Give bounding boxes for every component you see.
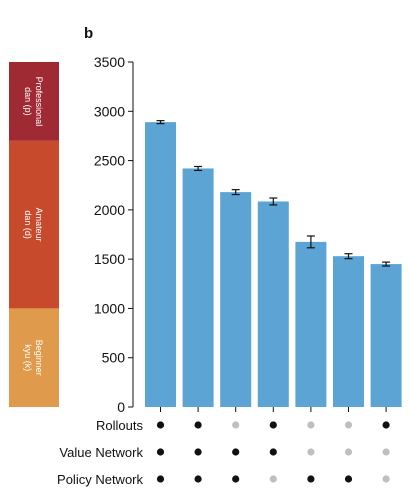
y-tick-label: 3500 bbox=[94, 54, 125, 70]
rank-band-label-line: Beginner bbox=[34, 340, 44, 376]
rank-bands: Professionaldan (p) Amateurdan (d) Beginne… bbox=[9, 62, 59, 407]
y-tick-label: 2000 bbox=[94, 202, 125, 218]
config-dot-on bbox=[194, 421, 202, 429]
config-dot-off bbox=[307, 448, 315, 456]
config-dot-off bbox=[307, 421, 315, 429]
y-tick-label: 1500 bbox=[94, 251, 125, 267]
y-tick-label: 0 bbox=[117, 399, 125, 415]
config-dot-off bbox=[232, 421, 240, 429]
config-dot-on bbox=[156, 421, 165, 429]
config-dot-off bbox=[382, 475, 390, 483]
config-dot-on bbox=[344, 475, 353, 483]
config-dot-on bbox=[269, 421, 277, 429]
y-tick-label: 1000 bbox=[94, 300, 125, 316]
rank-band-label-line: kyu (k) bbox=[23, 344, 33, 371]
bar bbox=[370, 264, 402, 407]
rank-band bbox=[9, 308, 59, 407]
y-tick-label: 3000 bbox=[94, 103, 125, 119]
config-row-label: Policy Network bbox=[57, 472, 143, 487]
config-dot-on bbox=[156, 448, 165, 456]
y-axis: 0 500 1000 1500 2000 2500 3000 3500 bbox=[94, 54, 134, 415]
config-dot-on bbox=[232, 475, 240, 483]
bar bbox=[257, 201, 289, 407]
rank-band-label: Professionaldan (p) bbox=[23, 77, 44, 127]
rank-band-label: Amateurdan (d) bbox=[23, 208, 44, 242]
rank-band-label-line: dan (d) bbox=[23, 210, 33, 239]
bar bbox=[145, 122, 176, 407]
config-row-label: Rollouts bbox=[96, 418, 143, 433]
bar bbox=[220, 192, 252, 407]
configuration-matrix: Rollouts Value Network Policy Network bbox=[57, 418, 390, 487]
config-dot-on bbox=[194, 448, 202, 456]
bar bbox=[182, 168, 214, 407]
config-dot-off bbox=[382, 448, 390, 456]
panel-label: b bbox=[84, 25, 93, 42]
rank-band bbox=[9, 62, 59, 141]
bar bbox=[295, 241, 327, 407]
config-dot-off bbox=[344, 448, 353, 456]
rank-band-label-line: Amateur bbox=[34, 208, 44, 242]
rank-band-label-line: dan (p) bbox=[23, 87, 33, 116]
config-dot-on bbox=[307, 475, 315, 483]
config-dot-on bbox=[232, 448, 240, 456]
config-row-label: Value Network bbox=[59, 445, 143, 460]
bar bbox=[333, 256, 364, 407]
y-tick-label: 2500 bbox=[94, 153, 125, 169]
rank-band bbox=[9, 140, 59, 309]
rank-band-label: Beginnerkyu (k) bbox=[23, 340, 44, 376]
config-dot-on bbox=[194, 475, 202, 483]
rank-band-label-line: Professional bbox=[34, 77, 44, 127]
config-dot-on bbox=[156, 475, 165, 483]
config-dot-off bbox=[344, 421, 353, 429]
config-dot-on bbox=[382, 421, 390, 429]
bars bbox=[145, 120, 402, 412]
config-dot-off bbox=[269, 475, 277, 483]
config-dot-on bbox=[269, 448, 277, 456]
y-tick-label: 500 bbox=[102, 350, 126, 366]
